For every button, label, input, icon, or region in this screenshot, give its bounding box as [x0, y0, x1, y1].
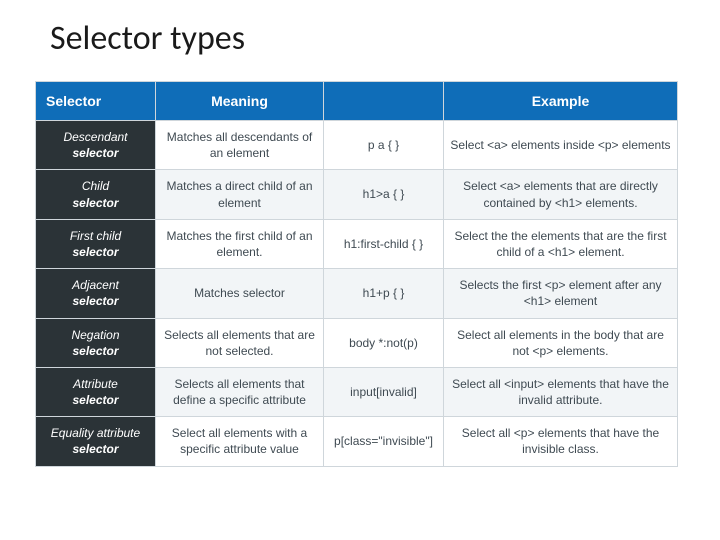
- table-header: Selector Meaning Example: [36, 82, 678, 121]
- selector-table: Selector Meaning Example Descendant selec…: [35, 81, 678, 467]
- row-header-prefix: Child: [82, 179, 109, 193]
- row-header-suffix: selector: [72, 344, 118, 358]
- row-header-suffix: selector: [72, 442, 118, 456]
- row-header-prefix: Negation: [71, 328, 119, 342]
- row-header: Descendant selector: [36, 121, 156, 170]
- page-title: Selector types: [50, 18, 690, 59]
- cell-meaning: Matches the first child of an element.: [156, 219, 324, 268]
- row-header: Adjacent selector: [36, 269, 156, 318]
- table-row: Equality attribute selector Select all ele…: [36, 417, 678, 466]
- cell-code: p a { }: [324, 121, 444, 170]
- table-row: Adjacent selector Matches selectorh1+p { }…: [36, 269, 678, 318]
- row-header: Equality attribute selector: [36, 417, 156, 466]
- table-row: Attribute selector Selects all elements th…: [36, 367, 678, 416]
- row-header-suffix: selector: [72, 294, 118, 308]
- table-row: Descendant selector Matches all descendant…: [36, 121, 678, 170]
- cell-code: body *:not(p): [324, 318, 444, 367]
- row-header-suffix: selector: [72, 245, 118, 259]
- cell-example: Select all elements in the body that are…: [444, 318, 678, 367]
- table-body: Descendant selector Matches all descendant…: [36, 121, 678, 467]
- cell-example: Select all <input> elements that have th…: [444, 367, 678, 416]
- slide-container: Selector types Selector Meaning Example …: [0, 0, 720, 540]
- row-header-prefix: Equality attribute: [51, 426, 140, 440]
- table-row: Negation selector Selects all elements tha…: [36, 318, 678, 367]
- cell-meaning: Matches a direct child of an element: [156, 170, 324, 219]
- cell-meaning: Selects all elements that are not select…: [156, 318, 324, 367]
- cell-example: Select <a> elements inside <p> elements: [444, 121, 678, 170]
- cell-code: h1:first-child { }: [324, 219, 444, 268]
- row-header: Negation selector: [36, 318, 156, 367]
- row-header-prefix: First child: [70, 229, 121, 243]
- row-header-prefix: Attribute: [73, 377, 118, 391]
- cell-code: h1>a { }: [324, 170, 444, 219]
- row-header: Attribute selector: [36, 367, 156, 416]
- row-header-suffix: selector: [72, 196, 118, 210]
- cell-meaning: Select all elements with a specific attr…: [156, 417, 324, 466]
- cell-meaning: Selects all elements that define a speci…: [156, 367, 324, 416]
- table-row: Child selector Matches a direct child of a…: [36, 170, 678, 219]
- row-header-suffix: selector: [72, 393, 118, 407]
- cell-example: Select all <p> elements that have the in…: [444, 417, 678, 466]
- cell-code: h1+p { }: [324, 269, 444, 318]
- row-header-prefix: Descendant: [63, 130, 127, 144]
- cell-meaning: Matches selector: [156, 269, 324, 318]
- cell-meaning: Matches all descendants of an element: [156, 121, 324, 170]
- cell-example: Select <a> elements that are directly co…: [444, 170, 678, 219]
- col-header-example: Example: [444, 82, 678, 121]
- table-row: First child selector Matches the first chi…: [36, 219, 678, 268]
- col-header-meaning: Meaning: [156, 82, 324, 121]
- col-header-code: [324, 82, 444, 121]
- cell-code: input[invalid]: [324, 367, 444, 416]
- row-header-suffix: selector: [72, 146, 118, 160]
- row-header: First child selector: [36, 219, 156, 268]
- cell-code: p[class="invisible"]: [324, 417, 444, 466]
- col-header-selector: Selector: [36, 82, 156, 121]
- row-header-prefix: Adjacent: [72, 278, 119, 292]
- cell-example: Select the the elements that are the fir…: [444, 219, 678, 268]
- cell-example: Selects the first <p> element after any …: [444, 269, 678, 318]
- row-header: Child selector: [36, 170, 156, 219]
